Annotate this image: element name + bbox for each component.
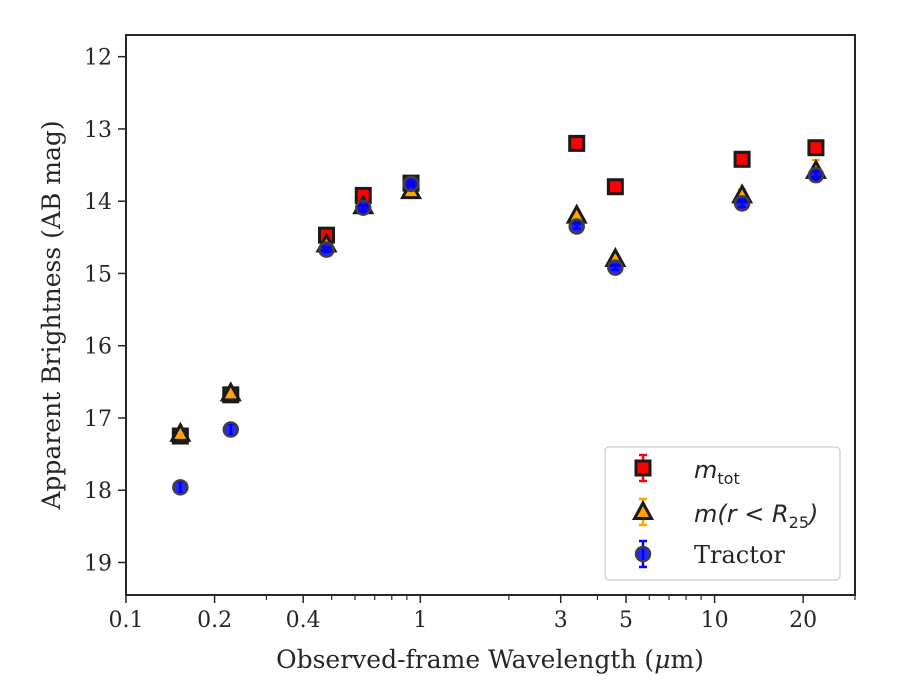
data-point-circle <box>568 218 585 235</box>
y-tick-label: 14 <box>84 190 112 215</box>
x-axis-label: Observed-frame Wavelength (μm) <box>276 645 704 674</box>
legend-marker-square <box>634 453 652 483</box>
data-point-circle <box>402 175 420 193</box>
legend-marker-triangle <box>631 497 655 527</box>
legend: mtot m(r < R25) Tractor <box>604 446 841 581</box>
x-tick-label: 0.4 <box>286 608 321 633</box>
data-point-circle <box>807 166 825 184</box>
legend-square-icon <box>634 459 652 477</box>
legend-marker-circle <box>634 539 652 569</box>
square-marker <box>807 139 825 157</box>
x-tick-label: 0.2 <box>197 608 232 633</box>
data-markers <box>169 134 827 496</box>
circle-marker <box>172 479 189 496</box>
circle-marker <box>607 259 624 276</box>
circle-marker <box>318 241 335 258</box>
data-point-circle <box>355 199 372 216</box>
x-tick-label: 3 <box>554 608 568 633</box>
x-axis-ticks: 0.1 0.2 0.4 1 3 5 10 20 <box>109 595 856 633</box>
y-tick-label: 19 <box>84 551 112 576</box>
circle-marker <box>402 175 420 193</box>
triangle-marker <box>169 421 192 442</box>
y-tick-label: 13 <box>84 118 112 143</box>
legend-label-tractor: Tractor <box>694 541 785 569</box>
legend-label-m-r25: m(r < R25) <box>694 500 818 532</box>
data-point-circle <box>318 241 335 258</box>
data-point-triangle <box>169 421 192 442</box>
data-point-square <box>733 150 751 168</box>
y-tick-label: 17 <box>84 407 112 432</box>
square-marker <box>568 134 586 152</box>
x-tick-label: 1 <box>413 608 427 633</box>
legend-triangle-icon <box>631 499 655 520</box>
data-point-square <box>568 134 586 152</box>
triangle-marker <box>219 381 242 402</box>
y-axis-label: Apparent Brightness (AB mag) <box>37 120 66 510</box>
legend-box <box>604 446 841 581</box>
data-point-square <box>807 139 825 157</box>
legend-label-mtot: mtot <box>694 456 740 488</box>
legend-circle-icon <box>634 545 652 563</box>
circle-marker <box>733 195 751 212</box>
x-tick-label: 20 <box>789 608 817 633</box>
x-tick-label: 0.1 <box>109 608 144 633</box>
circle-marker <box>807 166 825 184</box>
circle-marker <box>222 421 240 438</box>
legend-markers <box>631 453 655 569</box>
square-marker <box>733 150 751 168</box>
data-point-square <box>606 178 624 196</box>
data-point-circle <box>222 421 240 438</box>
data-point-triangle <box>219 381 242 402</box>
circle-marker <box>568 218 585 235</box>
plot-frame <box>125 34 856 596</box>
y-axis-ticks: 12 13 14 15 16 17 18 19 <box>84 46 126 576</box>
square-marker <box>606 178 624 196</box>
x-tick-label: 5 <box>619 608 633 633</box>
data-point-circle <box>172 479 189 496</box>
y-tick-label: 15 <box>84 262 112 287</box>
data-point-circle <box>607 259 624 276</box>
y-tick-label: 18 <box>84 479 112 504</box>
x-tick-label: 10 <box>701 608 729 633</box>
circle-marker <box>355 199 372 216</box>
y-tick-label: 12 <box>84 46 112 71</box>
data-point-circle <box>733 195 751 212</box>
y-tick-label: 16 <box>84 335 112 360</box>
